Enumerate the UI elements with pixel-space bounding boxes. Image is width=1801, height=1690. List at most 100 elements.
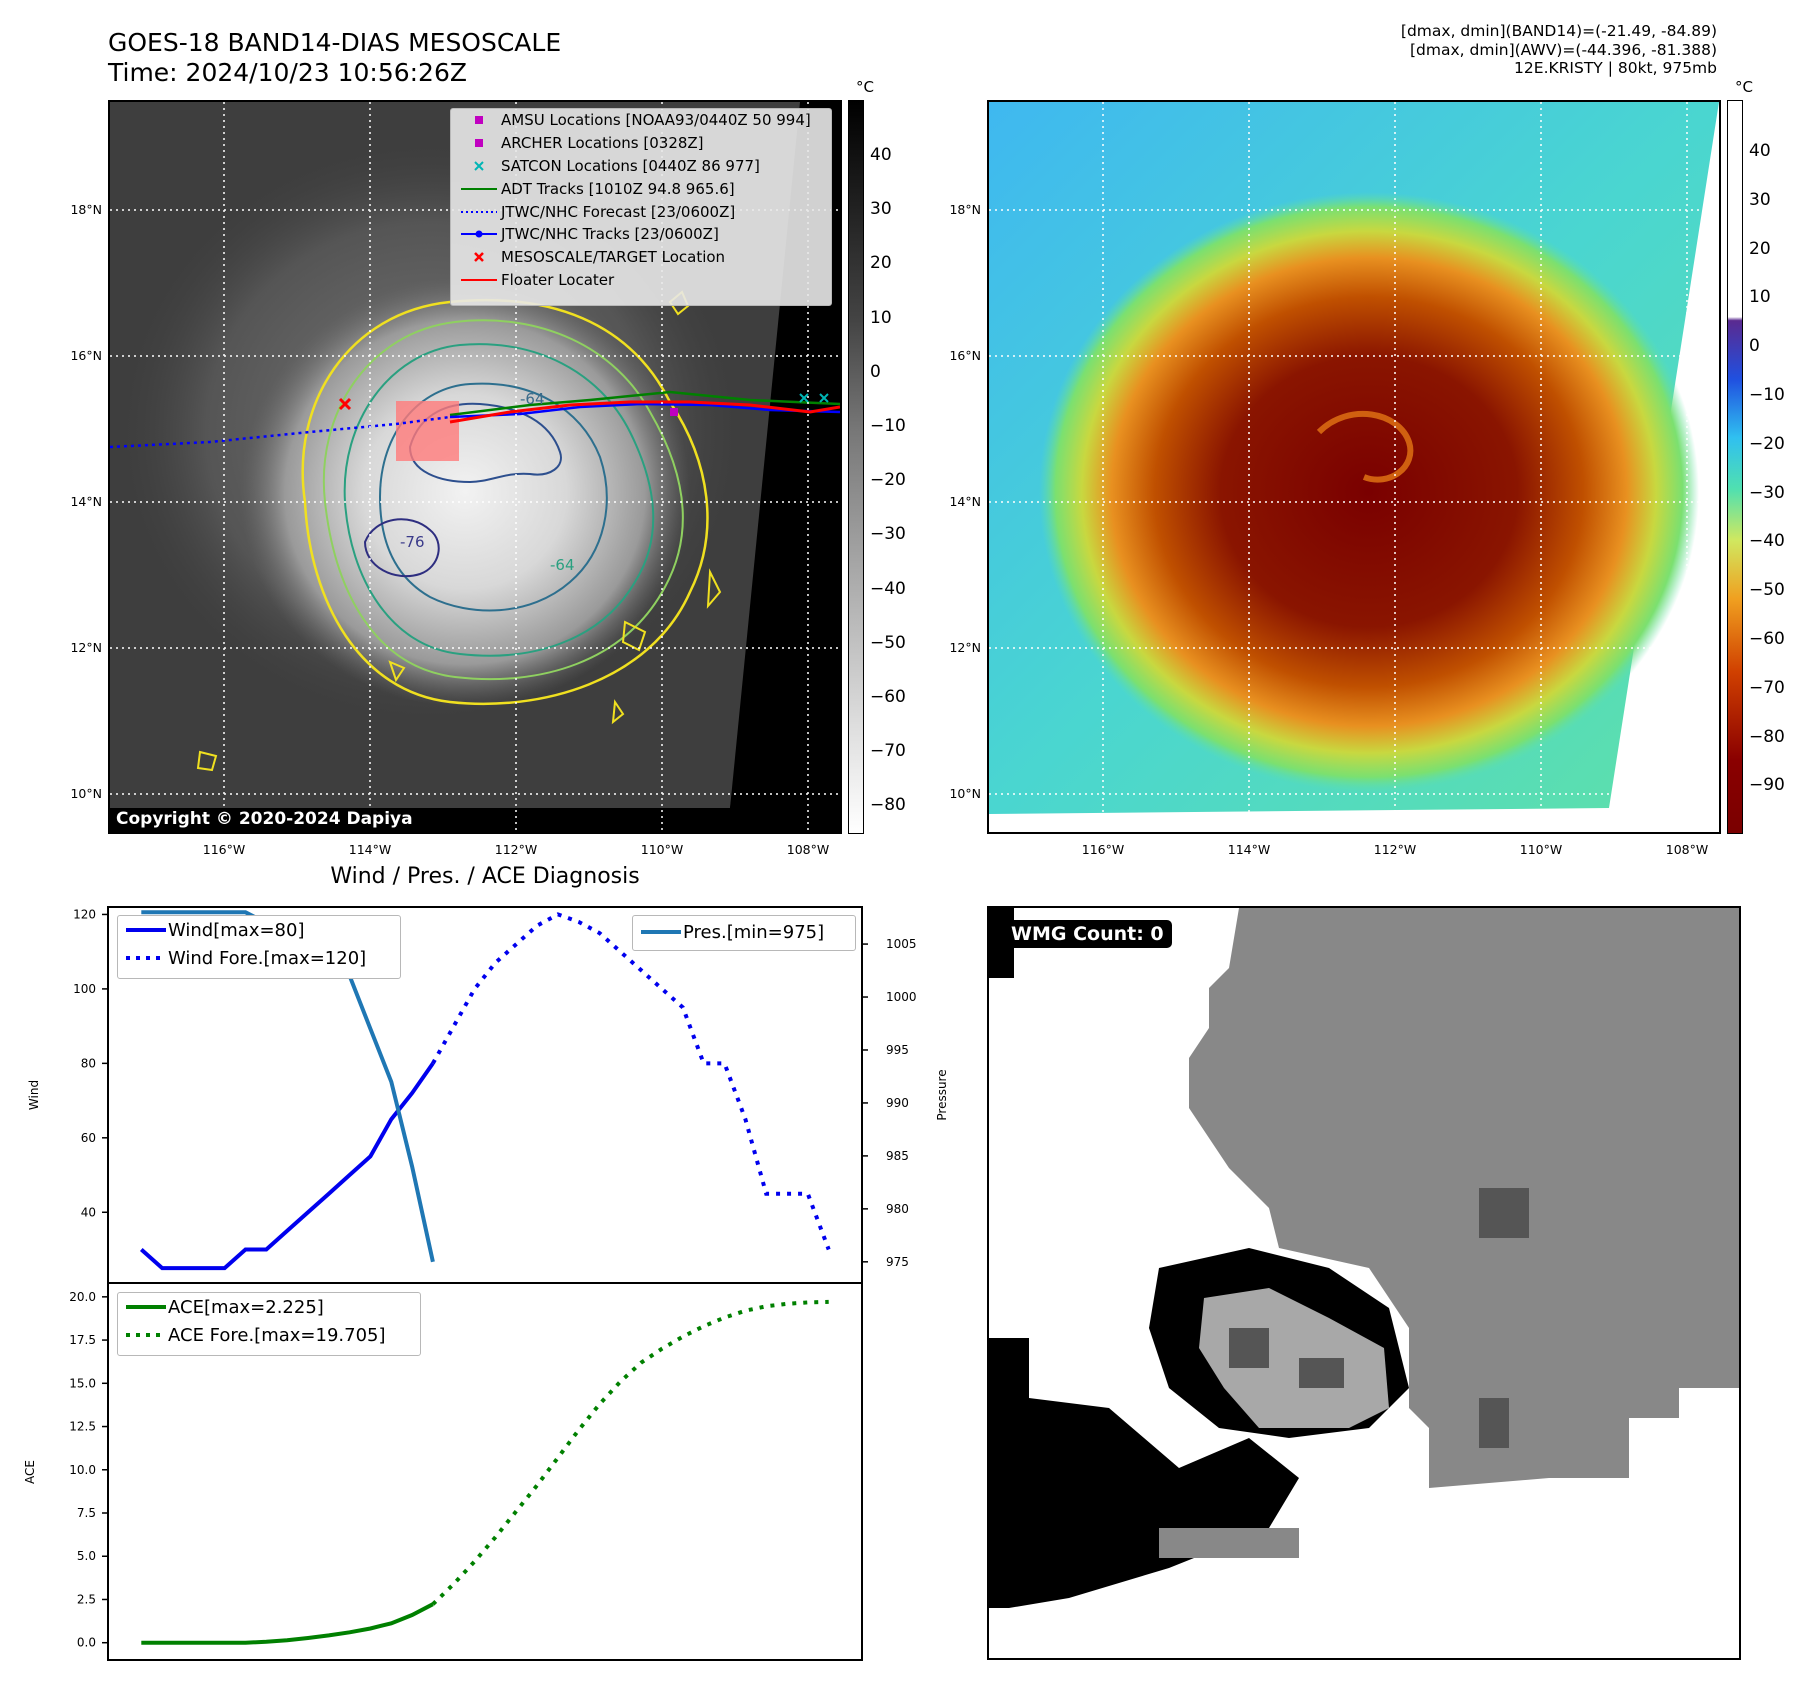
pressure-legend: Pres.[min=975] [632, 915, 856, 951]
pressure-ylabel: Pressure [935, 1069, 949, 1120]
wmg-gray-region [1189, 908, 1739, 1488]
ir-colorbar [848, 100, 864, 834]
lat-tick-label: 10°N [70, 786, 102, 801]
ace-ytick-label: 0.0 [77, 1636, 96, 1650]
lat-tick-label: 16°N [949, 348, 981, 363]
legend-label: JTWC/NHC Forecast [23/0600Z] [501, 202, 736, 221]
ace-ytick-label: 17.5 [69, 1333, 96, 1347]
jtwc-track [449, 402, 840, 419]
legend-label: Floater Locater [501, 270, 615, 289]
lat-tick-label: 14°N [70, 494, 102, 509]
lon-tick-label: 116°W [1081, 842, 1125, 857]
lon-tick-label: 112°W [1373, 842, 1417, 857]
pressure-ytick-label: 990 [886, 1096, 909, 1110]
adt-track [449, 390, 840, 417]
colorbar-tick-label: 20 [1749, 238, 1771, 259]
pressure-ytick-label: 975 [886, 1255, 909, 1269]
square-marker-icon [457, 133, 501, 153]
contour-label-1: -64 [520, 390, 545, 408]
ir-map-panel: -64 -76 -64 AMSU Locations [NOAA93/0440Z… [108, 100, 842, 834]
lat-tick-label: 18°N [949, 202, 981, 217]
wind-ytick-label: 40 [81, 1205, 96, 1219]
awv-map-image [989, 102, 1719, 832]
colorbar-tick-label: 0 [1749, 336, 1760, 357]
contour-label-2: -76 [400, 533, 425, 551]
colorbar-tick-label: 40 [870, 145, 892, 165]
awv-colorbar [1727, 100, 1743, 834]
wind-series-0 [139, 1062, 435, 1271]
contour-yellow [301, 298, 709, 706]
contour-cold [363, 518, 440, 578]
awv-grid [989, 102, 1719, 832]
colorbar-tick-label: −20 [870, 470, 906, 491]
colorbar-tick-label: −70 [1749, 677, 1785, 698]
diag-title: Wind / Pres. / ACE Diagnosis [330, 864, 640, 889]
floater-track [449, 400, 840, 424]
contour-lightgreen [322, 319, 684, 681]
legend-label: Pres.[min=975] [683, 921, 825, 943]
colorbar-tick-label: −20 [1749, 433, 1785, 454]
colorbar-tick-label: 10 [1749, 287, 1771, 308]
wind-series-1 [431, 912, 831, 1251]
legend-label: ACE[max=2.225] [168, 1296, 324, 1318]
lat-tick-label: 12°N [949, 640, 981, 655]
lat-tick-label: 12°N [70, 640, 102, 655]
legend-label: ARCHER Locations [0328Z] [501, 134, 704, 153]
x-marker-icon [457, 247, 501, 267]
awv-colorbar-unit: °C [1735, 78, 1753, 96]
lat-tick-label: 10°N [949, 786, 981, 801]
ace-ytick-label: 10.0 [69, 1463, 96, 1477]
colorbar-tick-label: 0 [870, 361, 881, 382]
wmg-inner-region [1199, 1288, 1389, 1428]
legend-item-forecast: JTWC/NHC Forecast [23/0600Z] [451, 200, 831, 223]
ace-ytick-label: 5.0 [77, 1549, 96, 1563]
amsu-marker [670, 408, 678, 416]
legend-label: ADT Tracks [1010Z 94.8 965.6] [501, 179, 735, 198]
colorbar-tick-label: −10 [1749, 385, 1785, 405]
ace-series-1 [431, 1299, 829, 1606]
wind-ytick-label: 120 [73, 907, 96, 921]
legend-label: ACE Fore.[max=19.705] [168, 1324, 386, 1346]
colorbar-tick-label: 30 [870, 199, 892, 220]
colorbar-tick-label: 30 [1749, 189, 1771, 210]
lon-tick-label: 112°W [494, 842, 538, 857]
colorbar-tick-label: −90 [1749, 775, 1785, 796]
lat-tick-label: 18°N [70, 202, 102, 217]
colorbar-tick-label: −80 [870, 795, 906, 816]
lon-tick-label: 110°W [1519, 842, 1563, 857]
colorbar-tick-label: 10 [870, 307, 892, 328]
legend-label: Wind[max=80] [168, 919, 305, 941]
colorbar-tick-label: −50 [1749, 580, 1785, 601]
wmg-count-label: WMG Count: 0 [1003, 920, 1172, 948]
ace-ytick-label: 20.0 [69, 1290, 96, 1304]
ace-ytick-label: 15.0 [69, 1376, 96, 1390]
legend-label: MESOSCALE/TARGET Location [501, 248, 726, 267]
colorbar-tick-label: 20 [870, 253, 892, 274]
wind-ytick-label: 60 [81, 1131, 96, 1145]
pressure-ytick-label: 985 [886, 1149, 909, 1163]
colorbar-tick-label: −60 [870, 687, 906, 707]
copyright-label: Copyright © 2020-2024 Dapiya [112, 808, 417, 830]
ace-ytick-label: 7.5 [77, 1506, 96, 1520]
dotted-line-icon [457, 202, 501, 222]
chart-time: Time: 2024/10/23 10:56:26Z [108, 58, 467, 87]
lon-tick-label: 108°W [786, 842, 830, 857]
lon-tick-label: 108°W [1665, 842, 1709, 857]
solid-line-icon [639, 922, 683, 942]
ace-ytick-label: 12.5 [69, 1420, 96, 1434]
stat-awv: [dmax, dmin](AWV)=(-44.396, -81.388) [1410, 40, 1717, 59]
solid-line-icon [124, 920, 168, 940]
legend-item-wind-fore: Wind Fore.[max=120] [118, 944, 400, 972]
wind-ytick-label: 80 [81, 1056, 96, 1070]
wind-ytick-label: 100 [73, 982, 96, 996]
colorbar-tick-label: −30 [1749, 482, 1785, 503]
wmg-image [989, 908, 1739, 1608]
wind-legend: Wind[max=80] Wind Fore.[max=120] [117, 915, 401, 979]
ace-legend: ACE[max=2.225] ACE Fore.[max=19.705] [117, 1292, 421, 1356]
legend-item-adt: ADT Tracks [1010Z 94.8 965.6] [451, 177, 831, 200]
solid-line-icon [457, 270, 501, 290]
colorbar-tick-label: −40 [1749, 531, 1785, 552]
lon-tick-label: 114°W [348, 842, 392, 857]
legend-item-archer: ARCHER Locations [0328Z] [451, 132, 831, 155]
contour-inner [408, 402, 562, 484]
